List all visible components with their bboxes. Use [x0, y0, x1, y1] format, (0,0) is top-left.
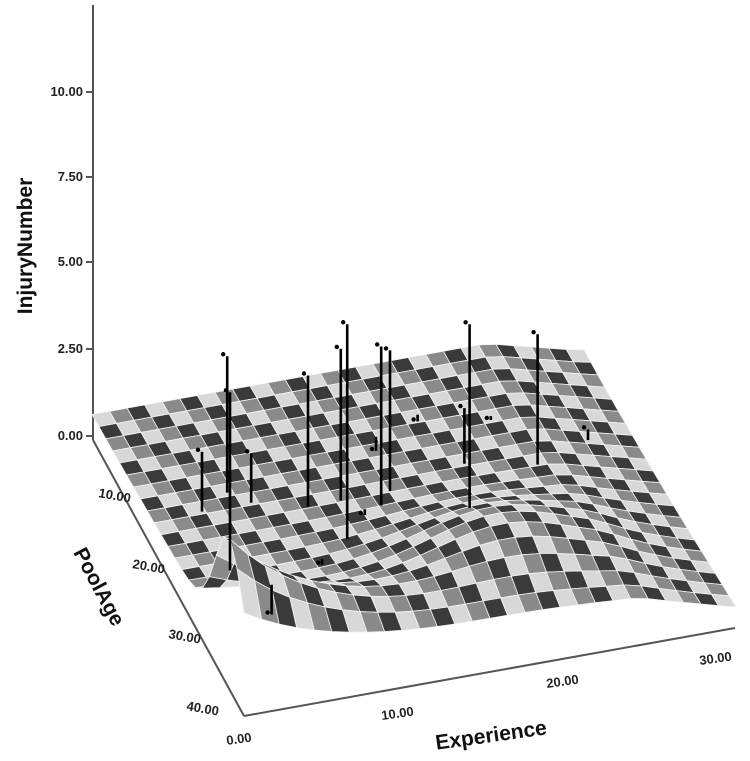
data-point	[581, 425, 587, 430]
experience-tick-label: 0.00	[225, 730, 252, 748]
poolage-tick-label: 20.00	[131, 556, 166, 576]
poolage-tick-label: 30.00	[167, 626, 202, 646]
data-spikes	[195, 320, 590, 615]
data-point	[265, 610, 270, 615]
z-tick-marks	[86, 91, 93, 437]
experience-axis-line	[243, 627, 736, 717]
z-axis-title: InjuryNumber	[14, 178, 37, 315]
data-point	[463, 320, 468, 325]
data-point	[301, 371, 307, 376]
data-point	[341, 320, 346, 325]
data-point	[383, 346, 389, 351]
z-tick-label: 0.00	[58, 428, 83, 443]
poolage-tick-label: 40.00	[185, 698, 220, 718]
data-point	[531, 330, 536, 335]
experience-tick-label: 30.00	[698, 649, 732, 668]
z-tick-label: 2.50	[58, 341, 83, 356]
data-point	[375, 342, 380, 347]
surface-cell	[710, 593, 737, 608]
z-tick-label: 5.00	[58, 254, 83, 269]
data-point	[358, 510, 363, 516]
data-point	[411, 417, 416, 422]
data-point	[369, 446, 375, 452]
experience-tick-label: 10.00	[380, 704, 414, 723]
poolage-ticks: 10.00 20.00 30.00 40.00	[97, 485, 220, 718]
z-tick-label: 7.50	[58, 169, 83, 184]
data-point	[195, 447, 201, 453]
data-point	[221, 352, 226, 357]
axes	[92, 5, 736, 717]
poolage-tick-label: 10.00	[97, 485, 132, 505]
data-point	[458, 403, 463, 409]
data-point	[245, 449, 250, 454]
poolage-axis-title: PoolAge	[69, 544, 129, 630]
surface-mesh	[91, 343, 737, 633]
data-point	[334, 344, 339, 350]
experience-tick-label: 20.00	[545, 672, 579, 691]
z-tick-label: 10.00	[50, 84, 83, 99]
experience-axis-title: Experience	[434, 716, 548, 754]
experience-ticks: 0.00 10.00 20.00 30.00	[225, 649, 732, 748]
data-point	[484, 415, 489, 421]
data-point	[315, 560, 321, 565]
z-ticks: 0.00 2.50 5.00 7.50 10.00	[50, 84, 83, 443]
poolage-axis-line	[92, 439, 245, 717]
